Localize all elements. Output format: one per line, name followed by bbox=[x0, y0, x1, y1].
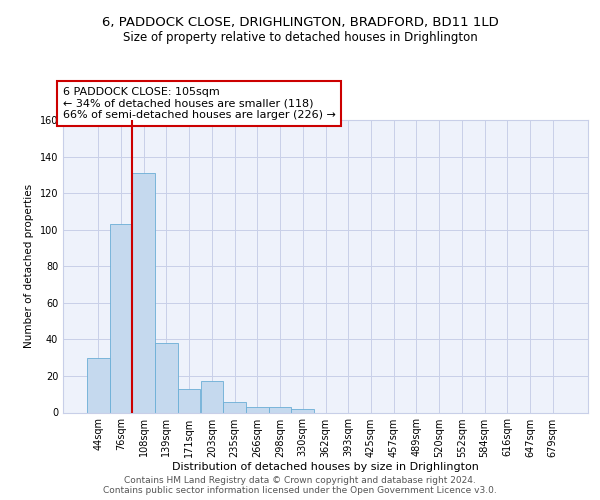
Text: Size of property relative to detached houses in Drighlington: Size of property relative to detached ho… bbox=[122, 31, 478, 44]
Bar bbox=[110, 224, 133, 412]
Text: 6 PADDOCK CLOSE: 105sqm
← 34% of detached houses are smaller (118)
66% of semi-d: 6 PADDOCK CLOSE: 105sqm ← 34% of detache… bbox=[63, 87, 336, 120]
Bar bbox=[269, 407, 292, 412]
Bar bbox=[155, 343, 178, 412]
Text: 6, PADDOCK CLOSE, DRIGHLINGTON, BRADFORD, BD11 1LD: 6, PADDOCK CLOSE, DRIGHLINGTON, BRADFORD… bbox=[101, 16, 499, 29]
Bar bbox=[200, 382, 223, 412]
X-axis label: Distribution of detached houses by size in Drighlington: Distribution of detached houses by size … bbox=[172, 462, 479, 472]
Bar bbox=[246, 407, 269, 412]
Y-axis label: Number of detached properties: Number of detached properties bbox=[24, 184, 34, 348]
Bar bbox=[178, 388, 200, 412]
Bar bbox=[87, 358, 110, 412]
Bar bbox=[223, 402, 246, 412]
Text: Contains HM Land Registry data © Crown copyright and database right 2024.
Contai: Contains HM Land Registry data © Crown c… bbox=[103, 476, 497, 495]
Bar bbox=[292, 409, 314, 412]
Bar bbox=[133, 173, 155, 412]
